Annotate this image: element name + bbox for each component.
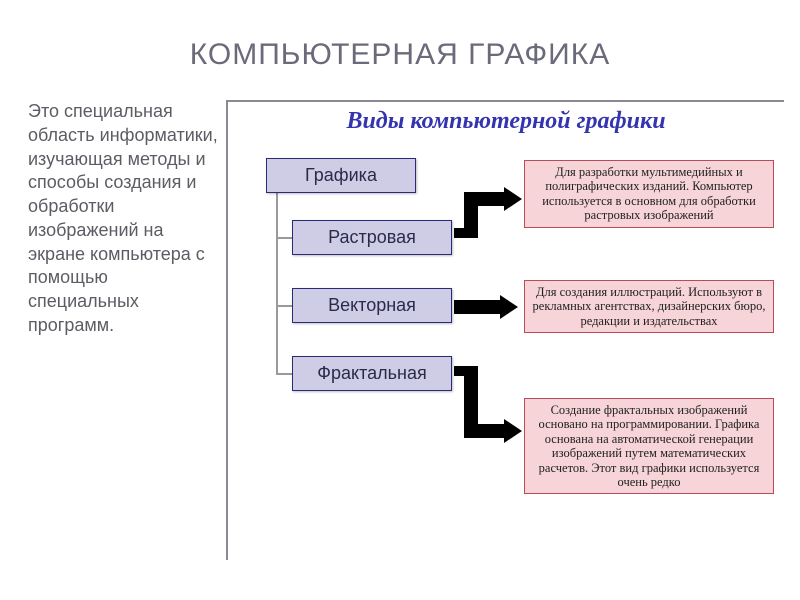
desc-raster-text: Для разработки мультимедийных и полиграф…: [542, 165, 756, 222]
node-fractal-label: Фрактальная: [317, 363, 426, 383]
node-vector: Векторная: [292, 288, 452, 323]
node-raster-label: Растровая: [328, 227, 416, 247]
node-root: Графика: [266, 158, 416, 193]
tree-line-stem: [276, 192, 278, 373]
sidebar-description: Это специальная область информатики, изу…: [28, 100, 218, 560]
node-raster: Растровая: [292, 220, 452, 255]
desc-vector: Для создания иллюстраций. Используют в р…: [524, 280, 774, 333]
diagram-panel: Виды компьютерной графики Графика Растро…: [226, 100, 784, 560]
tree-line-h2: [276, 305, 292, 307]
arrow-raster: [454, 192, 522, 238]
desc-raster: Для разработки мультимедийных и полиграф…: [524, 160, 774, 228]
node-root-label: Графика: [305, 165, 377, 185]
desc-fractal-text: Создание фрактальных изображений основан…: [539, 403, 760, 489]
node-fractal: Фрактальная: [292, 356, 452, 391]
page-title: КОМПЬЮТЕРНАЯ ГРАФИКА: [0, 0, 800, 100]
desc-fractal: Создание фрактальных изображений основан…: [524, 398, 774, 494]
diagram-title: Виды компьютерной графики: [228, 108, 784, 135]
desc-vector-text: Для создания иллюстраций. Используют в р…: [533, 285, 766, 328]
arrow-fractal: [454, 366, 522, 444]
node-vector-label: Векторная: [328, 295, 416, 315]
tree-line-h3: [276, 373, 292, 375]
tree-line-h1: [276, 237, 292, 239]
arrow-vector: [454, 300, 520, 314]
